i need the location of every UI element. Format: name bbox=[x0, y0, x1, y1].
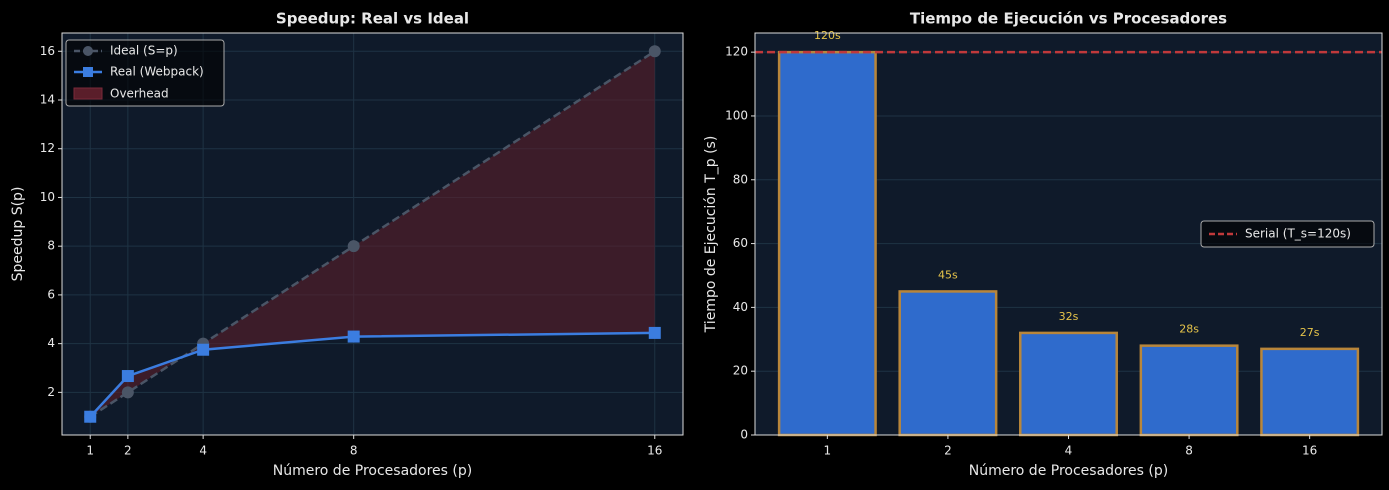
legend-swatch bbox=[73, 87, 103, 100]
y-axis-label: Tiempo de Ejecución T_p (s) bbox=[703, 136, 719, 334]
x-tick-label: 16 bbox=[647, 444, 662, 458]
data-point bbox=[648, 326, 661, 339]
x-axis-label: Número de Procesadores (p) bbox=[273, 463, 472, 479]
y-tick-label: 60 bbox=[733, 236, 748, 250]
legend-label: Overhead bbox=[110, 87, 169, 101]
x-tick-label: 8 bbox=[350, 444, 358, 458]
overhead-area bbox=[90, 51, 655, 417]
y-tick-label: 14 bbox=[40, 93, 55, 107]
y-tick-label: 100 bbox=[725, 108, 748, 122]
x-tick-label: 2 bbox=[944, 444, 952, 458]
legend-label: Real (Webpack) bbox=[110, 65, 204, 79]
value-label: 27s bbox=[1300, 326, 1320, 339]
axes-frame bbox=[61, 32, 684, 436]
y-tick-label: 10 bbox=[40, 190, 55, 204]
x-tick-label: 8 bbox=[1185, 444, 1193, 458]
x-tick-label: 2 bbox=[124, 444, 132, 458]
data-point bbox=[648, 45, 661, 58]
y-tick-label: 20 bbox=[733, 364, 748, 378]
y-tick-label: 12 bbox=[40, 141, 55, 155]
data-point bbox=[197, 343, 210, 356]
y-tick-label: 8 bbox=[47, 239, 55, 253]
bar bbox=[1260, 347, 1360, 437]
y-tick-label: 16 bbox=[40, 44, 55, 58]
bar bbox=[1019, 331, 1118, 437]
chart-title: Tiempo de Ejecución vs Procesadores bbox=[910, 10, 1227, 28]
y-axis-label: Speedup S(p) bbox=[10, 187, 26, 282]
data-point bbox=[347, 330, 360, 343]
data-point bbox=[121, 370, 134, 383]
value-label: 28s bbox=[1179, 323, 1199, 336]
y-tick-label: 0 bbox=[740, 428, 748, 442]
x-tick-label: 4 bbox=[199, 444, 207, 458]
value-label: 120s bbox=[814, 29, 841, 42]
bar bbox=[898, 290, 998, 437]
data-point bbox=[347, 240, 360, 253]
y-tick-label: 4 bbox=[47, 336, 55, 350]
value-label: 32s bbox=[1059, 310, 1079, 323]
bar bbox=[1139, 344, 1239, 437]
legend-label: Serial (T_s=120s) bbox=[1245, 227, 1351, 241]
y-tick-label: 40 bbox=[733, 300, 748, 314]
y-tick-label: 2 bbox=[47, 385, 55, 399]
legend-marker bbox=[83, 46, 93, 56]
legend-label: Ideal (S=p) bbox=[110, 44, 178, 58]
legend: Ideal (S=p) Real (Webpack) Overhead bbox=[65, 39, 225, 107]
y-tick-label: 80 bbox=[733, 172, 748, 186]
legend-box bbox=[1200, 220, 1375, 248]
y-tick-label: 120 bbox=[725, 45, 748, 59]
y-tick-label: 6 bbox=[47, 287, 55, 301]
x-tick-label: 1 bbox=[86, 444, 94, 458]
x-tick-label: 1 bbox=[824, 444, 832, 458]
chart-title: Speedup: Real vs Ideal bbox=[276, 10, 469, 28]
axes-frame bbox=[754, 32, 1383, 436]
x-tick-label: 4 bbox=[1065, 444, 1073, 458]
data-point bbox=[84, 410, 97, 423]
legend: Serial (T_s=120s) bbox=[1200, 220, 1375, 248]
legend-box bbox=[65, 39, 225, 107]
data-point bbox=[121, 386, 134, 399]
value-label: 45s bbox=[938, 268, 958, 281]
bar bbox=[777, 50, 877, 437]
x-tick-label: 16 bbox=[1302, 444, 1317, 458]
x-axis-label: Número de Procesadores (p) bbox=[969, 463, 1168, 479]
legend-marker bbox=[83, 67, 93, 77]
